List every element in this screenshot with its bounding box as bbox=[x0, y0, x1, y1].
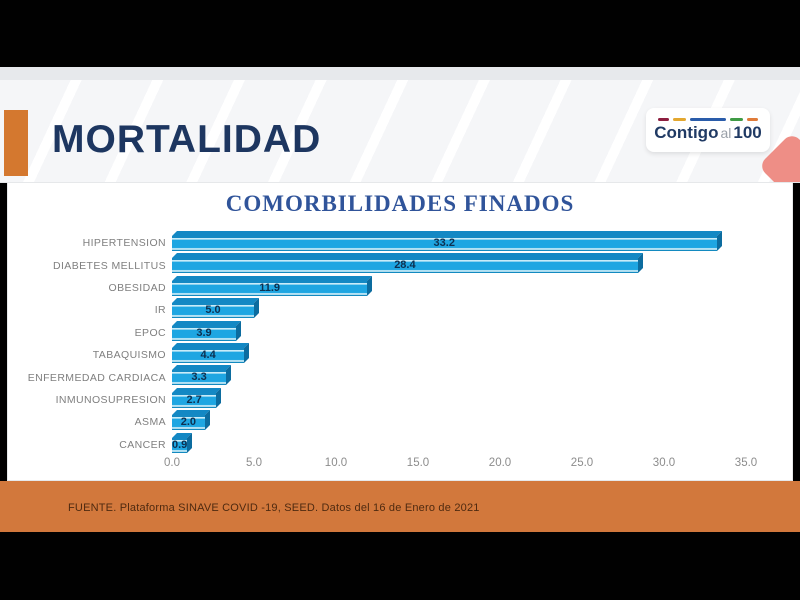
x-axis: 0.0 5.0 10.0 15.0 20.0 25.0 30.0 35.0 bbox=[164, 457, 772, 473]
bar-value-label: 3.9 bbox=[196, 326, 212, 339]
bar-cancer: 0.9 bbox=[172, 437, 188, 453]
x-tick-label: 20.0 bbox=[488, 457, 512, 469]
bar-value-label: 5.0 bbox=[205, 304, 221, 317]
category-label: OBESIDAD bbox=[108, 281, 166, 294]
category-label: ENFERMEDAD CARDIACA bbox=[27, 371, 166, 384]
bar-inmunosupresion: 2.7 bbox=[172, 392, 217, 408]
chart-row: EPOC 3.9 bbox=[8, 322, 792, 344]
chart-row: ASMA 2.0 bbox=[8, 411, 792, 433]
category-label: TABAQUISMO bbox=[92, 349, 166, 362]
bar-track: 2.0 bbox=[172, 411, 792, 433]
x-tick-label: 25.0 bbox=[570, 457, 594, 469]
bar-track: 0.9 bbox=[172, 434, 792, 456]
bar-track: 28.4 bbox=[172, 254, 792, 276]
chart-row: DIABETES MELLITUS 28.4 bbox=[8, 254, 792, 276]
bar-hipertension: 33.2 bbox=[172, 236, 717, 251]
source-note: FUENTE. Plataforma SINAVE COVID -19, SEE… bbox=[68, 502, 480, 514]
bar-diabetes-mellitus: 28.4 bbox=[172, 258, 638, 274]
chart-rows: HIPERTENSION 33.2 DIABETES MELLITUS 28.4 OBE… bbox=[8, 232, 792, 456]
logo-word-100: 100 bbox=[733, 123, 762, 142]
x-tick-label: 5.0 bbox=[246, 457, 262, 469]
bar-obesidad: 11.9 bbox=[172, 280, 368, 296]
letterbox-top bbox=[0, 0, 800, 67]
chart-panel: COMORBILIDADES FINADOS HIPERTENSION 33.2 D… bbox=[7, 182, 793, 481]
bar-ir: 5.0 bbox=[172, 303, 254, 319]
bar-track: 3.9 bbox=[172, 322, 792, 344]
logo-color-dashes bbox=[658, 118, 758, 121]
bar-value-label: 2.0 bbox=[180, 416, 197, 429]
chart-row: INMUNOSUPRESION 2.7 bbox=[8, 389, 792, 411]
bar-value-label: 2.7 bbox=[186, 393, 202, 406]
bar-value-label: 33.2 bbox=[433, 237, 455, 249]
bar-track: 33.2 bbox=[172, 232, 792, 254]
bar-track: 3.3 bbox=[172, 366, 792, 388]
bar-tabaquismo: 4.4 bbox=[172, 347, 245, 363]
chart-title: COMORBILIDADES FINADOS bbox=[225, 191, 575, 216]
bar-track: 2.7 bbox=[172, 389, 792, 411]
page-title: MORTALIDAD bbox=[52, 118, 322, 161]
category-label: HIPERTENSION bbox=[82, 237, 166, 250]
chart-row: OBESIDAD 11.9 bbox=[8, 277, 792, 299]
category-label: INMUNOSUPRESION bbox=[55, 393, 166, 406]
top-gray-strip bbox=[0, 67, 800, 81]
logo-text: Contigo al 100 bbox=[654, 124, 761, 142]
bar-value-label: 0.9 bbox=[172, 438, 188, 451]
x-tick-label: 30.0 bbox=[652, 457, 676, 469]
x-tick-label: 15.0 bbox=[406, 457, 430, 469]
chart-row: HIPERTENSION 33.2 bbox=[8, 232, 792, 254]
bar-asma: 2.0 bbox=[172, 415, 205, 431]
bar-value-label: 4.4 bbox=[200, 348, 216, 361]
x-tick-label: 35.0 bbox=[734, 457, 758, 469]
category-label: ASMA bbox=[134, 416, 166, 429]
bar-value-label: 3.3 bbox=[191, 371, 207, 384]
x-tick-label: 0.0 bbox=[164, 457, 180, 469]
logo-dash bbox=[690, 118, 726, 121]
x-tick-label: 10.0 bbox=[324, 457, 348, 469]
logo-dash bbox=[730, 118, 743, 121]
orange-accent-rect bbox=[4, 110, 28, 176]
bar-value-label: 11.9 bbox=[259, 281, 280, 294]
chart-row: ENFERMEDAD CARDIACA 3.3 bbox=[8, 366, 792, 388]
chart-row: CANCER 0.9 bbox=[8, 434, 792, 456]
bar-track: 5.0 bbox=[172, 299, 792, 321]
contigo-al-100-logo: Contigo al 100 bbox=[646, 108, 770, 152]
category-label: CANCER bbox=[119, 438, 166, 451]
bar-epoc: 3.9 bbox=[172, 325, 236, 341]
bar-value-label: 28.4 bbox=[394, 259, 416, 272]
logo-dash bbox=[658, 118, 669, 121]
logo-word-contigo: Contigo bbox=[654, 123, 719, 142]
logo-word-al: al bbox=[720, 125, 732, 141]
letterbox-bottom bbox=[0, 532, 800, 600]
chart-row: TABAQUISMO 4.4 bbox=[8, 344, 792, 366]
slide-footer: FUENTE. Plataforma SINAVE COVID -19, SEE… bbox=[0, 481, 800, 532]
logo-dash bbox=[747, 118, 758, 121]
bar-track: 11.9 bbox=[172, 277, 792, 299]
category-label: DIABETES MELLITUS bbox=[53, 259, 166, 272]
bar-enfermedad-cardiaca: 3.3 bbox=[172, 370, 227, 386]
slide-header: MORTALIDAD Contigo al 100 bbox=[0, 80, 800, 183]
logo-dash bbox=[673, 118, 686, 121]
category-label: EPOC bbox=[134, 326, 166, 339]
chart-row: IR 5.0 bbox=[8, 299, 792, 321]
bar-track: 4.4 bbox=[172, 344, 792, 366]
category-label: IR bbox=[154, 304, 166, 317]
